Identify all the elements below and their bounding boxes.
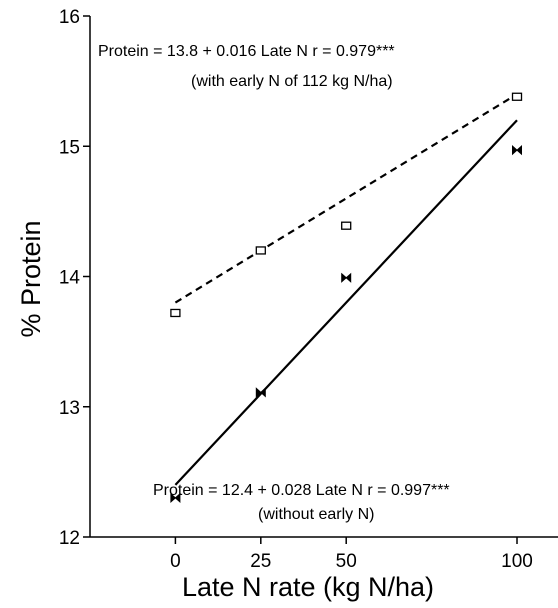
y-tick-label: 12 [59, 528, 80, 549]
axes [89, 16, 558, 538]
data-point-square [341, 221, 352, 230]
fit-line-1 [174, 93, 518, 304]
data-point-square [170, 308, 181, 318]
y-axis-title: % Protein [16, 220, 46, 337]
data-point-square [511, 92, 523, 101]
data-point-bowtie [170, 492, 181, 504]
y-tick-label: 14 [59, 268, 81, 289]
annotation-lower-equation: Protein = 12.4 + 0.028 Late N r = 0.997*… [153, 482, 450, 499]
data-point-bowtie [255, 387, 266, 398]
x-tick-label: 25 [250, 551, 271, 572]
data-point-bowtie [341, 272, 352, 283]
x-axis-title: Late N rate (kg N/ha) [182, 572, 434, 602]
x-ticks: 0 25 50 100 [170, 537, 533, 572]
x-tick-label: 0 [170, 551, 181, 572]
data-point-bowtie [512, 145, 523, 156]
annotation-lower-condition: (without early N) [258, 506, 374, 523]
fit-lines [174, 93, 518, 486]
annotation-upper-equation: Protein = 13.8 + 0.016 Late N r = 0.979*… [98, 43, 395, 60]
y-ticks: 12 13 14 15 16 [59, 7, 90, 549]
y-tick-label: 15 [59, 137, 80, 158]
y-tick-label: 16 [59, 7, 80, 28]
x-tick-label: 100 [501, 551, 533, 572]
annotation-upper-condition: (with early N of 112 kg N/ha) [191, 73, 393, 90]
data-points [170, 92, 523, 504]
fit-line-2 [174, 119, 518, 486]
data-point-square [255, 246, 266, 255]
x-tick-label: 50 [336, 551, 357, 572]
y-tick-label: 13 [59, 398, 80, 419]
